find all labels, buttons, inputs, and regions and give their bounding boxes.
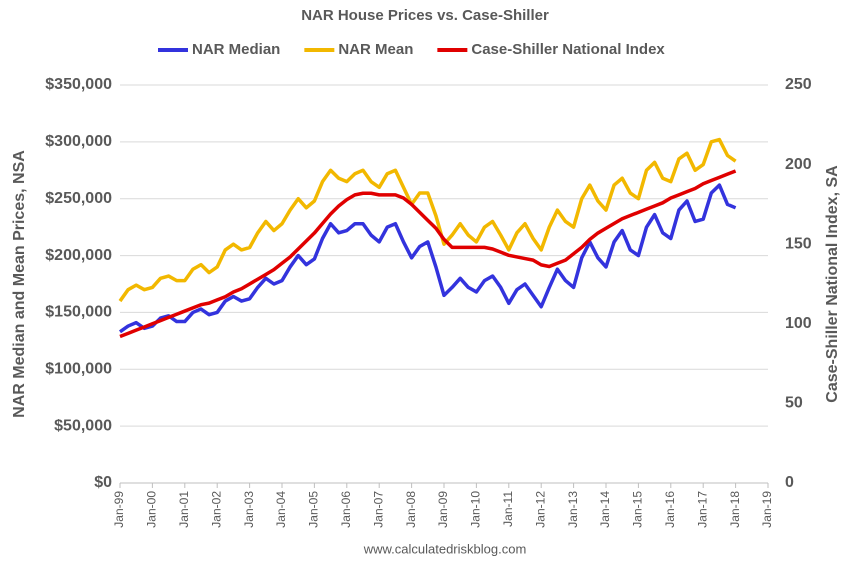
- x-tick-label: Jan-01: [177, 491, 191, 528]
- series-line: [118, 183, 737, 334]
- y2-tick-label: 250: [785, 76, 812, 93]
- y2-tick-label: 100: [785, 315, 812, 332]
- x-tick-label: Jan-17: [695, 491, 709, 528]
- x-tick-label: Jan-11: [501, 491, 515, 527]
- x-tick-label: Jan-04: [274, 491, 288, 528]
- x-tick-label: Jan-05: [307, 491, 321, 528]
- x-tick-label: Jan-12: [533, 491, 547, 528]
- x-tick-label: Jan-02: [209, 491, 223, 528]
- y-tick-label: $150,000: [45, 304, 112, 321]
- x-tick-label: Jan-10: [469, 491, 483, 528]
- y2-axis-title: Case-Shiller National Index, SA: [824, 165, 841, 403]
- x-tick-label: Jan-16: [663, 491, 677, 528]
- x-tick-label: Jan-09: [436, 491, 450, 528]
- y2-tick-label: 50: [785, 395, 803, 412]
- y-tick-label: $250,000: [45, 190, 112, 207]
- x-tick-label: Jan-14: [598, 491, 612, 528]
- y-tick-label: $300,000: [45, 133, 112, 150]
- x-tick-label: Jan-06: [339, 491, 353, 528]
- x-tick-label: Jan-07: [371, 491, 385, 528]
- y-tick-label: $350,000: [45, 76, 112, 93]
- x-tick-label: Jan-03: [242, 491, 256, 528]
- y2-tick-label: 0: [785, 474, 794, 491]
- y-tick-label: $100,000: [45, 361, 112, 378]
- y2-tick-label: 150: [785, 235, 812, 252]
- y-axis-title: NAR Median and Mean Prices, NSA: [11, 150, 28, 418]
- series-line: [119, 169, 737, 339]
- legend-label: Case-Shiller National Index: [471, 41, 665, 58]
- legend-label: NAR Median: [192, 41, 280, 58]
- chart-title: NAR House Prices vs. Case-Shiller: [301, 7, 549, 24]
- x-tick-label: Jan-13: [566, 491, 580, 528]
- x-tick-label: Jan-00: [145, 491, 159, 528]
- x-tick-label: Jan-18: [728, 491, 742, 528]
- y-tick-label: $0: [94, 474, 112, 491]
- y2-tick-label: 200: [785, 156, 812, 173]
- x-tick-label: Jan-15: [631, 491, 645, 528]
- x-tick-label: Jan-19: [760, 491, 774, 528]
- y-tick-label: $50,000: [54, 417, 112, 434]
- x-tick-label: Jan-08: [404, 491, 418, 528]
- series-line: [118, 137, 737, 303]
- x-tick-label: Jan-99: [112, 491, 126, 528]
- legend-label: NAR Mean: [338, 41, 413, 58]
- y-tick-label: $200,000: [45, 247, 112, 264]
- source-note: www.calculatedriskblog.com: [363, 541, 527, 556]
